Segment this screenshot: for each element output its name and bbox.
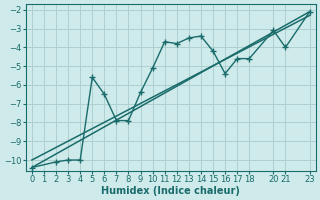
X-axis label: Humidex (Indice chaleur): Humidex (Indice chaleur) — [101, 186, 240, 196]
